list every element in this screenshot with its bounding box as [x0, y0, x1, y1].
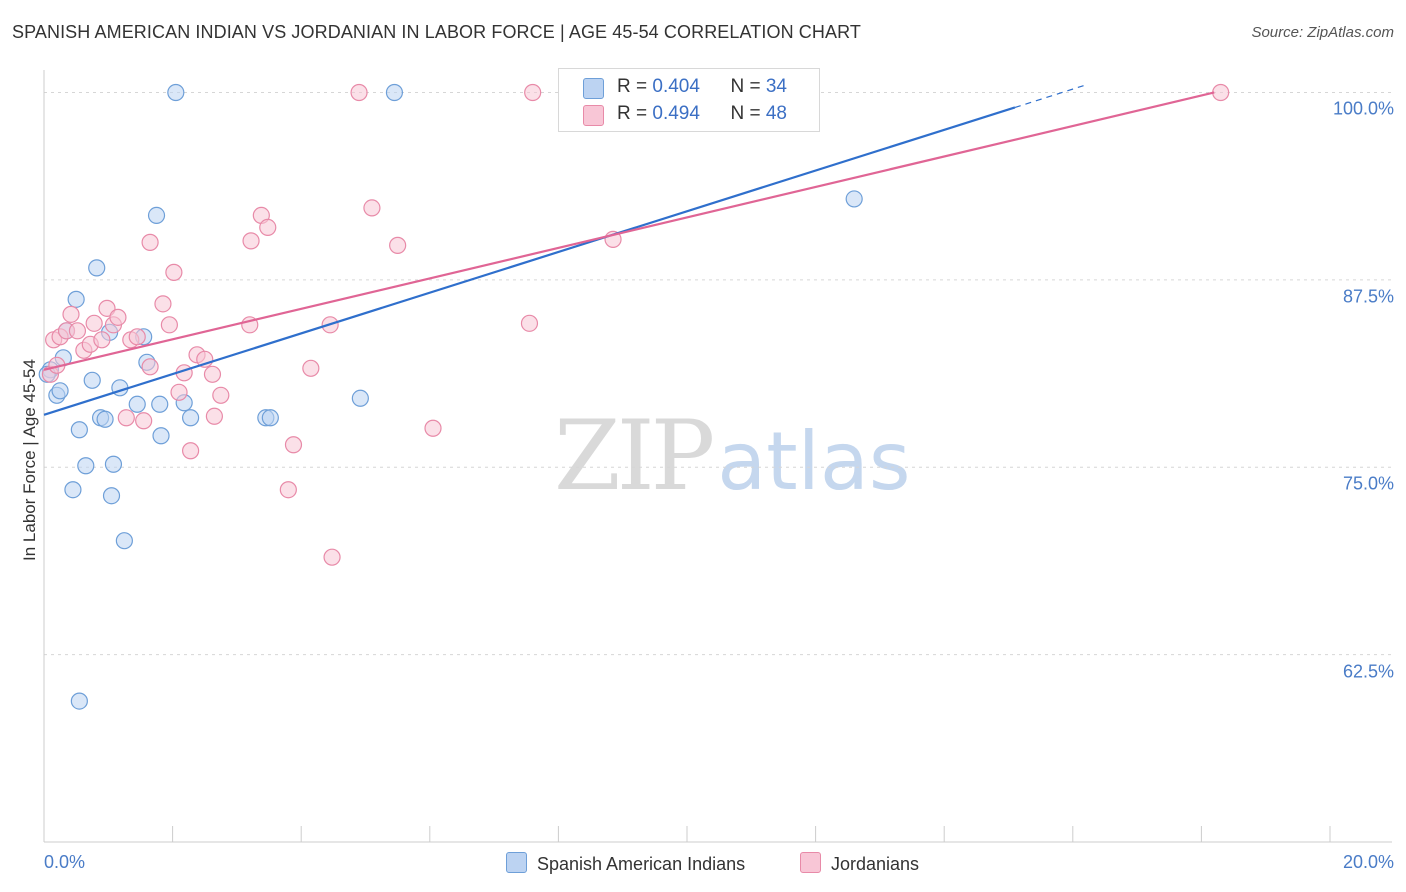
pink-point [212, 386, 230, 404]
pink-point [302, 359, 320, 377]
blue-point [151, 395, 169, 413]
y-tick-label: 75.0% [1342, 473, 1394, 494]
blue-point [351, 389, 369, 407]
blue-point [51, 382, 69, 400]
legend-n-value: 48 [765, 103, 787, 124]
pink-trend-line [43, 91, 1215, 371]
legend-label: Spanish American Indians [537, 854, 746, 874]
pink-point [524, 83, 542, 102]
pink-point [363, 199, 381, 217]
blue-trend-line-extension [1014, 84, 1086, 109]
pink-point [62, 305, 80, 323]
pink-point [350, 83, 368, 102]
y-tick-label: 62.5% [1342, 661, 1394, 682]
pink-point [141, 358, 159, 376]
legend-n-value: 34 [765, 76, 787, 97]
pink-point [141, 233, 159, 251]
chart-title: SPANISH AMERICAN INDIAN VS JORDANIAN IN … [12, 22, 861, 42]
blue-point [102, 487, 121, 505]
pink-point [128, 328, 146, 346]
y-axis-label: In Labor Force | Age 45-54 [20, 359, 39, 561]
blue-point [77, 457, 95, 475]
blue-point [385, 83, 404, 102]
legend-label: Jordanians [831, 854, 920, 874]
pink-point [323, 548, 341, 566]
blue-point [67, 290, 85, 308]
blue-trend-line [43, 106, 1016, 416]
legend-r-value: 0.404 [652, 76, 700, 97]
blue-point [64, 481, 82, 499]
blue-point [115, 532, 133, 550]
pink-point [93, 331, 111, 349]
watermark: ZIPatlas [554, 400, 911, 512]
pink-point [279, 481, 297, 499]
blue-point [88, 259, 106, 277]
blue-point [70, 421, 88, 439]
pink-point [424, 419, 442, 437]
blue-point [182, 409, 200, 427]
pink-point [170, 383, 188, 401]
pink-point [117, 409, 135, 427]
x-tick-label-max: 20.0% [1342, 852, 1394, 872]
blue-point [70, 692, 88, 710]
legend-n-label: N = [730, 76, 766, 97]
pink-point [284, 436, 303, 454]
legend-r-label: R = [617, 103, 653, 124]
legend-item-spanish-american-indians: Spanish American Indians [506, 852, 745, 875]
legend-r-value: 0.494 [652, 103, 700, 124]
pink-point [203, 365, 222, 383]
legend-swatch-blue [506, 852, 527, 873]
legend-n-label: N = [730, 103, 766, 124]
legend-r-label: R = [617, 76, 653, 97]
y-tick-label: 87.5% [1342, 286, 1394, 307]
pink-point [520, 314, 539, 332]
pink-point [165, 263, 183, 281]
legend-swatch-pink [800, 852, 821, 873]
pink-point [135, 412, 153, 430]
blue-point [167, 83, 185, 102]
blue-point [96, 410, 114, 428]
stats-legend: R = 0.404 N = 34 R = 0.494 N = 48 [558, 68, 820, 132]
pink-point [154, 295, 172, 313]
pink-point [205, 407, 223, 425]
x-tick-label-min: 0.0% [44, 852, 86, 872]
pink-point [109, 308, 127, 326]
blue-point [845, 190, 863, 208]
legend-item-jordanians: Jordanians [800, 852, 919, 875]
legend-swatch-pink [583, 105, 604, 126]
legend-swatch-blue [583, 78, 604, 99]
watermark-zip: ZIP [554, 400, 715, 512]
pink-point [259, 218, 277, 236]
blue-point [128, 395, 146, 413]
y-tick-label: 100.0% [1332, 98, 1394, 119]
blue-point [147, 206, 166, 225]
pink-point [68, 322, 87, 340]
source-label: Source: ZipAtlas.com [1251, 24, 1394, 41]
pink-point [1212, 83, 1230, 102]
pink-point [242, 232, 260, 250]
blue-point [104, 455, 123, 473]
watermark-atlas: atlas [717, 415, 911, 508]
blue-point [83, 371, 101, 389]
pink-point [160, 316, 178, 334]
blue-point [152, 427, 170, 445]
pink-point [182, 442, 200, 460]
pink-point [85, 314, 103, 332]
blue-point [261, 409, 279, 427]
pink-point [389, 236, 407, 254]
